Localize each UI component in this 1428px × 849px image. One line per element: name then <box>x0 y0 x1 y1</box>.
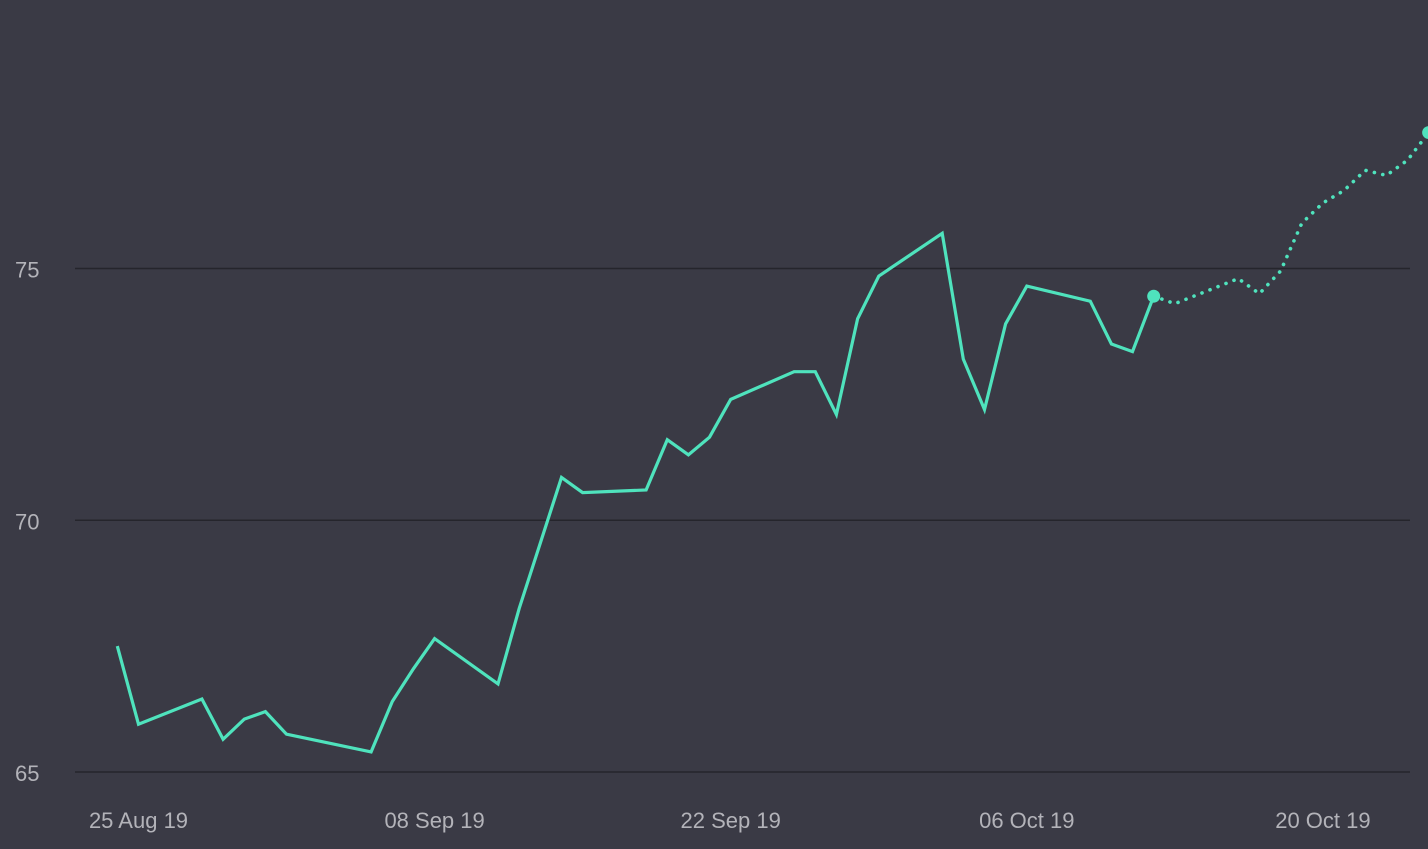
data-point-marker-0 <box>1147 289 1161 303</box>
y-tick-label-70: 70 <box>15 509 39 534</box>
marker-layer <box>1147 126 1428 303</box>
x-tick-label-0: 25 Aug 19 <box>89 808 188 833</box>
y-axis-tick-labels: 65 70 75 <box>15 258 39 787</box>
x-tick-label-2: 22 Sep 19 <box>681 808 781 833</box>
y-tick-label-65: 65 <box>15 761 39 786</box>
x-tick-label-3: 06 Oct 19 <box>979 808 1074 833</box>
data-point-marker-1 <box>1422 126 1428 140</box>
grid-layer <box>75 267 1410 773</box>
series-layer <box>115 130 1428 754</box>
series-line-0-actual <box>115 230 1156 754</box>
x-axis-tick-labels: 25 Aug 19 08 Sep 19 22 Sep 19 06 Oct 19 20 O… <box>89 808 1371 833</box>
series-line-1-forecast <box>1151 130 1428 306</box>
x-tick-label-1: 08 Sep 19 <box>384 808 484 833</box>
x-tick-label-4: 20 Oct 19 <box>1275 808 1370 833</box>
y-tick-label-75: 75 <box>15 258 39 283</box>
